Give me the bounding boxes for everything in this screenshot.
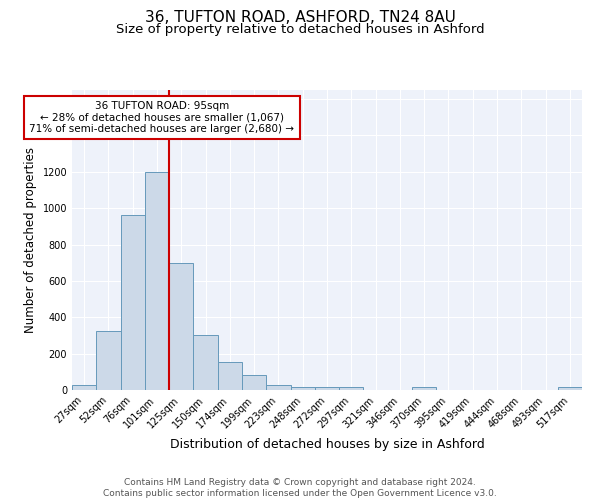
Y-axis label: Number of detached properties: Number of detached properties [24,147,37,333]
Text: Contains HM Land Registry data © Crown copyright and database right 2024.
Contai: Contains HM Land Registry data © Crown c… [103,478,497,498]
Bar [558,388,582,390]
Bar [169,262,193,390]
Text: 36, TUFTON ROAD, ASHFORD, TN24 8AU: 36, TUFTON ROAD, ASHFORD, TN24 8AU [145,10,455,25]
Bar [145,172,169,390]
Bar [96,331,121,390]
Bar [121,214,145,390]
Bar [315,388,339,390]
Text: 36 TUFTON ROAD: 95sqm
← 28% of detached houses are smaller (1,067)
71% of semi-d: 36 TUFTON ROAD: 95sqm ← 28% of detached … [29,101,295,134]
X-axis label: Distribution of detached houses by size in Ashford: Distribution of detached houses by size … [170,438,484,451]
Bar [242,376,266,390]
Bar [290,386,315,390]
Text: Size of property relative to detached houses in Ashford: Size of property relative to detached ho… [116,22,484,36]
Bar [193,334,218,390]
Bar [266,385,290,390]
Bar [218,362,242,390]
Bar [412,388,436,390]
Bar [339,388,364,390]
Bar [72,385,96,390]
